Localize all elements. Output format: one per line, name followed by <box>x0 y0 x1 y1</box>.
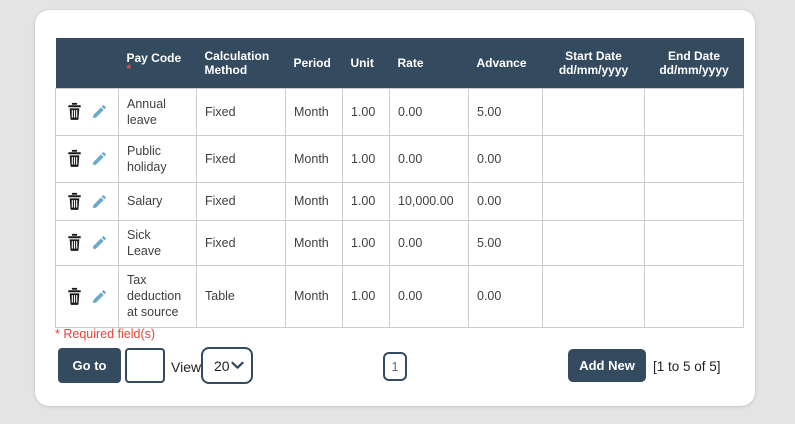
row-actions <box>55 219 119 266</box>
cell-rate: 0.00 <box>389 87 469 136</box>
cell-calculation_method: Fixed <box>196 219 286 266</box>
row-actions <box>55 181 119 221</box>
row-actions <box>55 87 119 136</box>
paycode-table: Pay Code * Calculation Method Period Unit Rat… <box>55 38 744 328</box>
cell-end_date <box>644 181 744 221</box>
column-header-end_date: End Date dd/mm/yyyy <box>644 38 744 88</box>
edit-pencil-icon[interactable] <box>91 103 108 120</box>
cell-unit: 1.00 <box>342 181 390 221</box>
delete-trash-icon[interactable] <box>66 233 83 252</box>
cell-rate: 10,000.00 <box>389 181 469 221</box>
row-actions <box>55 264 119 328</box>
cell-pay_code: Annual leave <box>118 87 197 136</box>
column-header-actions <box>55 38 119 88</box>
table-row: Salary Fixed Month 1.00 10,000.00 0.00 <box>55 181 744 221</box>
cell-calculation_method: Fixed <box>196 134 286 183</box>
cell-advance: 0.00 <box>468 181 543 221</box>
column-header-unit: Unit <box>342 38 390 88</box>
row-actions <box>55 134 119 183</box>
column-header-calculation_method: Calculation Method <box>196 38 286 88</box>
cell-end_date <box>644 134 744 183</box>
cell-advance: 0.00 <box>468 134 543 183</box>
add-new-button[interactable]: Add New <box>568 349 646 382</box>
column-header-start_date: Start Date dd/mm/yyyy <box>542 38 645 88</box>
table-row: Sick Leave Fixed Month 1.00 0.00 5.00 <box>55 219 744 266</box>
cell-end_date <box>644 87 744 136</box>
cell-rate: 0.00 <box>389 219 469 266</box>
cell-calculation_method: Table <box>196 264 286 328</box>
cell-end_date <box>644 264 744 328</box>
column-header-pay_code: Pay Code * <box>118 38 197 88</box>
record-range-text: [1 to 5 of 5] <box>653 359 721 374</box>
table-header-row: Pay Code * Calculation Method Period Unit Rat… <box>55 38 744 88</box>
required-note: * Required field(s) <box>55 327 156 341</box>
view-label: View <box>171 359 202 375</box>
delete-trash-icon[interactable] <box>66 149 83 168</box>
cell-start_date <box>542 134 645 183</box>
chevron-down-icon <box>231 361 244 370</box>
cell-end_date <box>644 219 744 266</box>
cell-unit: 1.00 <box>342 219 390 266</box>
cell-period: Month <box>285 264 343 328</box>
cell-start_date <box>542 264 645 328</box>
table-row: Tax deduction at source Table Month 1.00 0.0… <box>55 264 744 328</box>
go-to-page-input[interactable] <box>125 348 165 383</box>
edit-pencil-icon[interactable] <box>91 193 108 210</box>
cell-unit: 1.00 <box>342 134 390 183</box>
cell-rate: 0.00 <box>389 264 469 328</box>
cell-calculation_method: Fixed <box>196 87 286 136</box>
edit-pencil-icon[interactable] <box>91 234 108 251</box>
view-select[interactable]: 20 <box>201 347 253 384</box>
go-to-button[interactable]: Go to <box>58 348 121 383</box>
cell-start_date <box>542 181 645 221</box>
delete-trash-icon[interactable] <box>66 192 83 211</box>
cell-period: Month <box>285 134 343 183</box>
cell-pay_code: Salary <box>118 181 197 221</box>
cell-advance: 5.00 <box>468 219 543 266</box>
edit-pencil-icon[interactable] <box>91 150 108 167</box>
cell-period: Month <box>285 87 343 136</box>
cell-period: Month <box>285 219 343 266</box>
page-number-box[interactable]: 1 <box>383 352 407 381</box>
cell-pay_code: Public holiday <box>118 134 197 183</box>
column-header-period: Period <box>285 38 343 88</box>
edit-pencil-icon[interactable] <box>91 288 108 305</box>
cell-period: Month <box>285 181 343 221</box>
delete-trash-icon[interactable] <box>66 102 83 121</box>
cell-pay_code: Tax deduction at source <box>118 264 197 328</box>
cell-advance: 5.00 <box>468 87 543 136</box>
cell-unit: 1.00 <box>342 264 390 328</box>
table-row: Annual leave Fixed Month 1.00 0.00 5.00 <box>55 87 744 136</box>
column-header-advance: Advance <box>468 38 543 88</box>
cell-start_date <box>542 87 645 136</box>
column-header-rate: Rate <box>389 38 469 88</box>
cell-calculation_method: Fixed <box>196 181 286 221</box>
cell-advance: 0.00 <box>468 264 543 328</box>
cell-rate: 0.00 <box>389 134 469 183</box>
cell-unit: 1.00 <box>342 87 390 136</box>
cell-start_date <box>542 219 645 266</box>
paycode-panel: Pay Code * Calculation Method Period Unit Rat… <box>35 10 755 406</box>
delete-trash-icon[interactable] <box>66 287 83 306</box>
table-row: Public holiday Fixed Month 1.00 0.00 0.00 <box>55 134 744 183</box>
view-select-value: 20 <box>214 357 230 374</box>
cell-pay_code: Sick Leave <box>118 219 197 266</box>
